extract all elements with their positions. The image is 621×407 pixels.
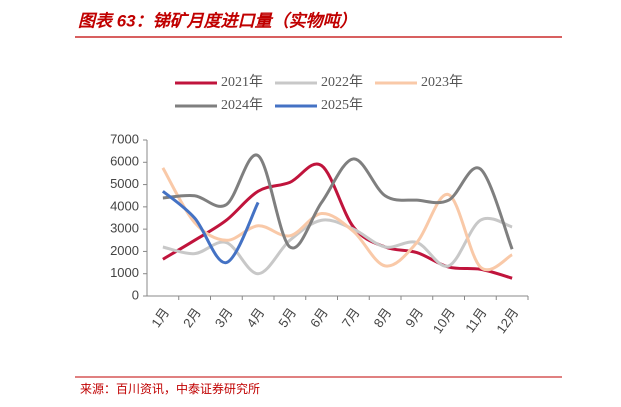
series-line (162, 153, 514, 250)
y-tick-label: 4000 (110, 198, 139, 213)
x-tick-label: 6月 (307, 305, 331, 330)
series-line (162, 216, 513, 276)
x-tick-label: 4月 (244, 305, 268, 330)
x-tick-label: 11月 (462, 305, 489, 335)
x-tick-label: 10月 (430, 305, 458, 336)
y-tick-label: 0 (132, 287, 139, 302)
x-tick-label: 1月 (148, 305, 172, 330)
legend-label: 2025年 (321, 97, 363, 113)
y-tick-label: 3000 (110, 221, 139, 236)
series-line (161, 167, 513, 272)
x-tick-label: 2月 (180, 305, 204, 330)
series-line (161, 190, 260, 265)
x-tick-label: 12月 (493, 305, 521, 336)
source: 来源：百川资讯，中泰证券研究所 (80, 381, 260, 396)
chart-title: 图表 63：锑矿月度进口量（实物吨） (78, 11, 357, 30)
y-tick-label: 5000 (110, 176, 139, 191)
legend-label: 2021年 (221, 74, 263, 90)
series-line (162, 162, 513, 280)
x-tick-label: 9月 (402, 305, 426, 330)
x-tick-label: 8月 (371, 305, 395, 330)
legend-label: 2022年 (321, 74, 363, 90)
y-tick-label: 1000 (110, 265, 139, 280)
x-tick-label: 3月 (212, 305, 236, 330)
y-tick-label: 6000 (110, 154, 139, 169)
y-tick-label: 2000 (110, 243, 139, 258)
legend-label: 2024年 (221, 97, 263, 113)
x-tick-label: 7月 (339, 305, 363, 330)
x-tick-label: 5月 (275, 305, 299, 330)
y-tick-label: 7000 (110, 131, 139, 146)
legend-label: 2023年 (421, 74, 463, 90)
